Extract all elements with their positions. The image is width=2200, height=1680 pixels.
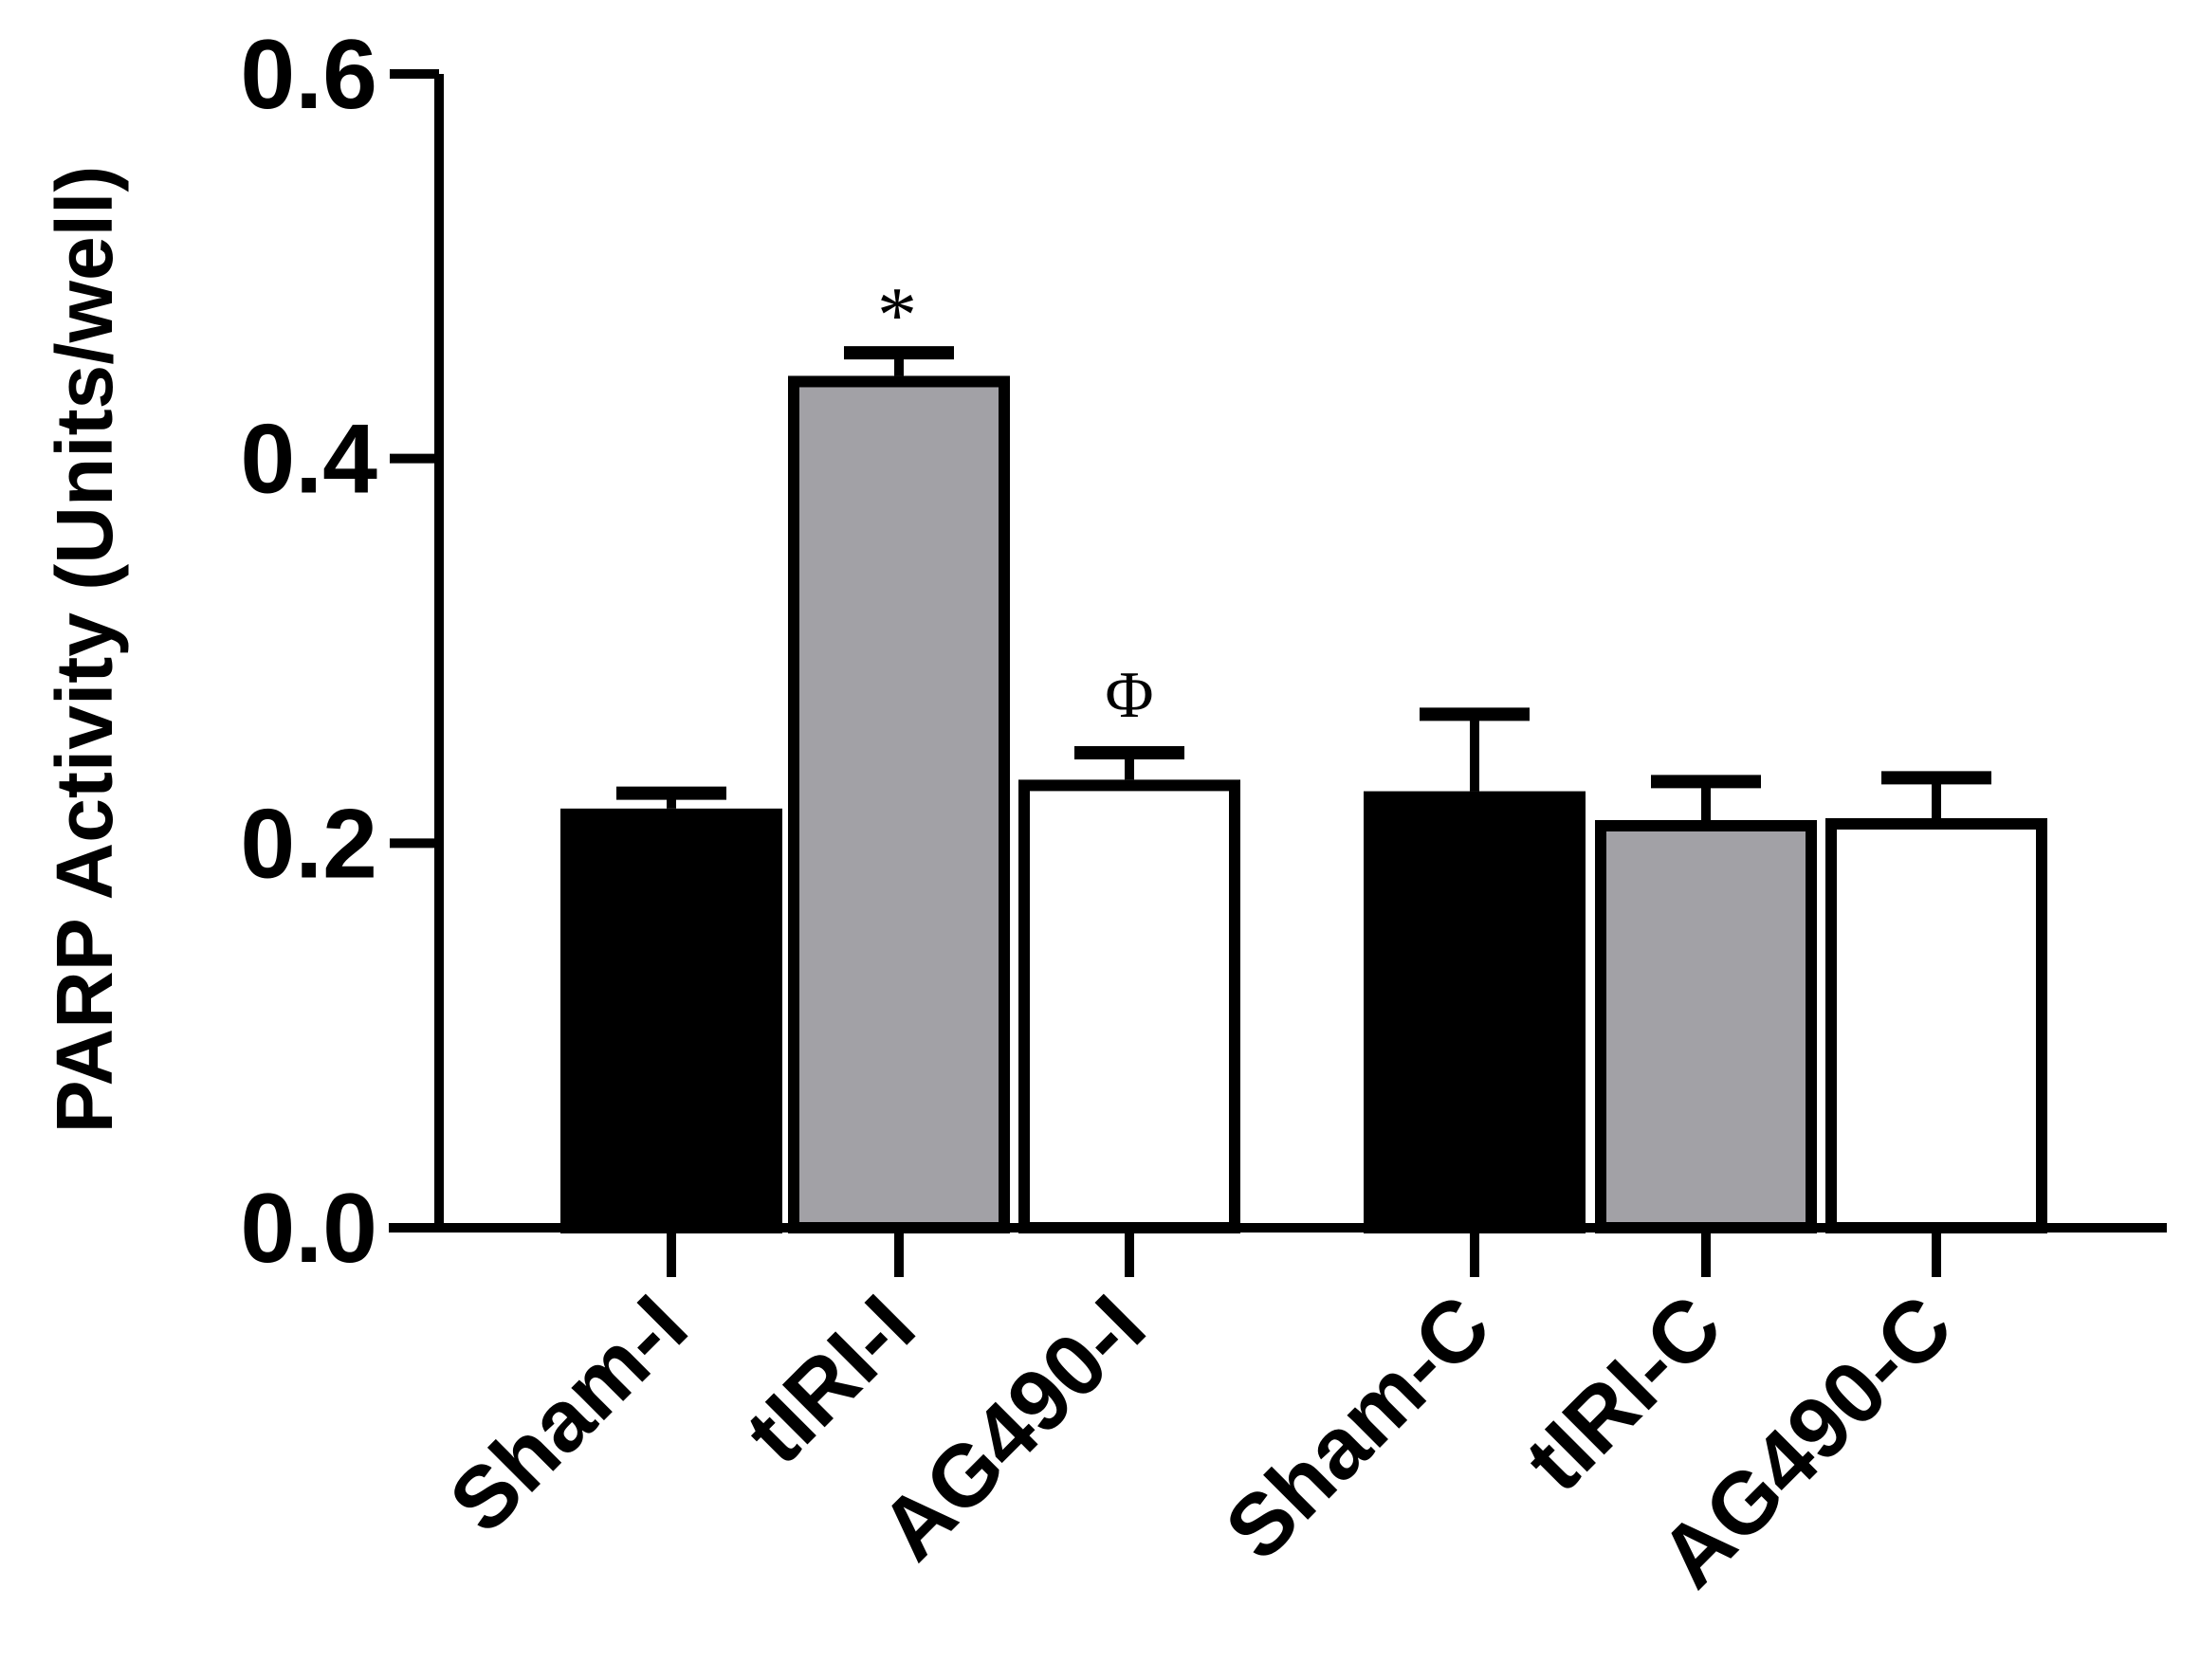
y-ticks: 0.0 0.2 0.4 0.6 bbox=[240, 20, 439, 1284]
significance-phi: Φ bbox=[1105, 659, 1153, 732]
y-tick-label: 0.4 bbox=[240, 405, 377, 515]
y-tick-label: 0.2 bbox=[240, 789, 377, 899]
annotations: *Φ bbox=[877, 271, 1154, 732]
bar-tiri-i bbox=[788, 375, 1010, 1234]
bar-sham-i bbox=[560, 808, 782, 1233]
x-tick-label: Sham-I bbox=[431, 1277, 706, 1551]
bar-sham-c bbox=[1364, 791, 1586, 1234]
significance-asterisk: * bbox=[877, 271, 917, 359]
bars-layer bbox=[560, 375, 2047, 1234]
error-bars-layer bbox=[616, 346, 1991, 820]
x-tick-label: Sham-C bbox=[1207, 1277, 1509, 1579]
y-tick-label: 0.6 bbox=[240, 20, 377, 130]
axes-layer bbox=[389, 74, 2167, 1233]
x-tick-label: tIRI-I bbox=[727, 1277, 933, 1483]
bar-ag490-i bbox=[1018, 779, 1240, 1233]
y-tick-label: 0.0 bbox=[240, 1174, 377, 1284]
bar-tiri-c bbox=[1595, 819, 1817, 1233]
bar-ag490-c bbox=[1825, 817, 2047, 1234]
y-axis-label: PARP Activity (Units/well) bbox=[40, 166, 129, 1134]
